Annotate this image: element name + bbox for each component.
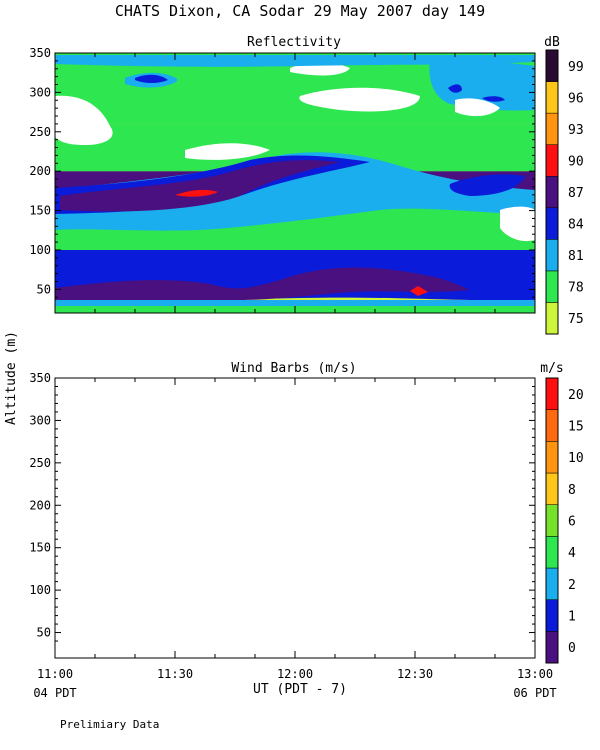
y-tick-label: 100 (29, 243, 51, 257)
white-patch-right (455, 98, 500, 117)
x-tick-label: 13:00 (517, 667, 553, 681)
y-tick-label: 200 (29, 164, 51, 178)
colorbar-label: 90 (568, 154, 584, 169)
figure-title: CHATS Dixon, CA Sodar 29 May 2007 day 14… (115, 2, 485, 20)
colorbar-label: 93 (568, 123, 584, 138)
white-patch-mid (299, 87, 420, 112)
y-tick-label: 250 (29, 456, 51, 470)
reflectivity-colorbar: 75 78 81 84 87 90 93 96 99 (545, 49, 584, 335)
colorbar-swatch (545, 377, 559, 410)
start-local-time-label: 04 PDT (33, 686, 76, 700)
wind-colorbar: 0 1 2 4 6 8 10 15 20 (545, 377, 584, 664)
mid-layer-90 (175, 189, 218, 197)
wind-barbs-title: Wind Barbs (m/s) (231, 361, 356, 376)
colorbar-swatch (545, 631, 559, 664)
colorbar-label: 2 (568, 578, 576, 593)
wind-barbs-x-ticks (54, 378, 536, 658)
reflectivity-heatmap (55, 53, 535, 313)
colorbar-frame (545, 377, 559, 664)
preliminary-data-note: Prelimiary Data (60, 718, 159, 731)
colorbar-label: 4 (568, 546, 576, 561)
colorbar-label: 81 (568, 249, 584, 264)
wind-barbs-y-axis: 50 100 150 200 250 300 350 (29, 371, 535, 642)
colorbar-swatch (545, 49, 559, 82)
wind-colorbar-unit: m/s (540, 361, 563, 376)
colorbar-swatch (545, 472, 559, 505)
colorbar-swatch (545, 504, 559, 537)
y-tick-label: 50 (37, 626, 51, 640)
colorbar-label: 78 (568, 281, 584, 296)
y-tick-label: 300 (29, 85, 51, 99)
x-tick-label: 12:30 (397, 667, 433, 681)
colorbar-label: 15 (568, 420, 584, 435)
colorbar-label: 99 (568, 60, 584, 75)
x-tick-label: 12:00 (277, 667, 313, 681)
colorbar-swatch (545, 302, 559, 335)
colorbar-swatch (545, 239, 559, 272)
colorbar-label: 84 (568, 218, 584, 233)
x-tick-label: 11:30 (157, 667, 193, 681)
colorbar-swatch (545, 441, 559, 474)
y-tick-label: 50 (37, 282, 51, 296)
lower-layer-87 (55, 267, 470, 301)
upper-cell-84 (135, 74, 168, 83)
colorbar-swatch (545, 270, 559, 303)
lower-layer-90 (410, 286, 428, 296)
reflectivity-x-ticks (54, 53, 536, 313)
colorbar-label: 1 (568, 610, 576, 625)
reflectivity-title: Reflectivity (247, 35, 341, 50)
colorbar-label: 6 (568, 515, 576, 530)
colorbar-swatch (545, 599, 559, 632)
colorbar-swatch (545, 112, 559, 145)
colorbar-swatch (545, 175, 559, 209)
colorbar-frame (545, 49, 559, 335)
colorbar-swatch (545, 81, 559, 114)
white-patch-left (55, 95, 113, 146)
colorbar-label: 10 (568, 451, 584, 466)
colorbar-swatch (545, 144, 559, 177)
end-local-time-label: 06 PDT (513, 686, 556, 700)
colorbar-swatch (545, 567, 559, 600)
mid-layer-87 (60, 160, 340, 212)
mid-right-84 (449, 174, 525, 196)
y-tick-label: 300 (29, 413, 51, 427)
y-tick-label: 100 (29, 583, 51, 597)
y-tick-label: 350 (29, 371, 51, 385)
y-tick-label: 150 (29, 204, 51, 218)
altitude-axis-label: Altitude (m) (4, 331, 19, 425)
upper-right-84-a (448, 84, 462, 93)
x-tick-label: 11:00 (37, 667, 73, 681)
y-tick-label: 150 (29, 541, 51, 555)
white-patch-lower-right (500, 206, 535, 242)
colorbar-label: 8 (568, 483, 576, 498)
upper-right-81 (429, 59, 535, 111)
y-tick-label: 200 (29, 498, 51, 512)
y-tick-label: 350 (29, 46, 51, 60)
upper-right-84-b (482, 96, 505, 102)
white-patch-2 (185, 143, 270, 160)
colorbar-swatch (545, 536, 559, 569)
colorbar-swatch (545, 409, 559, 442)
colorbar-label: 0 (568, 641, 576, 656)
x-axis-label: UT (PDT - 7) (253, 682, 347, 697)
colorbar-label: 96 (568, 91, 584, 106)
colorbar-label: 20 (568, 388, 584, 403)
reflectivity-y-axis: 50 100 150 200 250 300 350 (29, 46, 535, 298)
time-tick-labels: 11:00 11:30 12:00 12:30 13:00 (37, 667, 553, 681)
reflectivity-colorbar-unit: dB (544, 35, 560, 50)
colorbar-label: 75 (568, 312, 584, 327)
wind-barbs-plot-frame (54, 377, 536, 659)
y-tick-label: 250 (29, 125, 51, 139)
mid-layer-81 (55, 152, 535, 231)
colorbar-swatch (545, 207, 559, 240)
colorbar-label: 87 (568, 186, 584, 201)
